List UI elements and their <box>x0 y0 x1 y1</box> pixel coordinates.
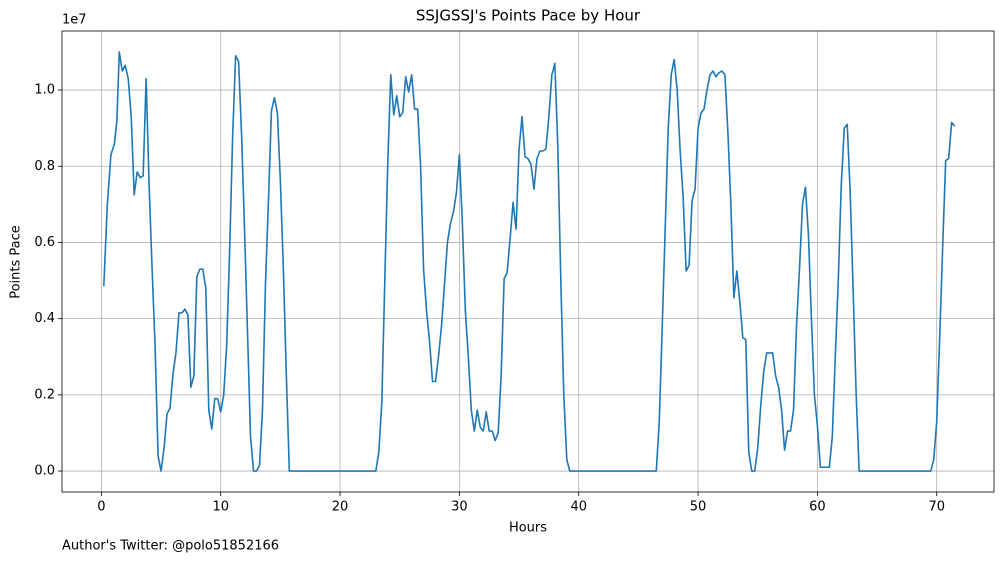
y-tick-label: 0.8 <box>34 159 55 174</box>
x-tick-label: 70 <box>928 500 945 515</box>
data-line <box>102 51 956 472</box>
chart-title: SSJGSSJ's Points Pace by Hour <box>416 7 641 25</box>
x-tick-label: 10 <box>212 500 229 515</box>
y-offset-label: 1e7 <box>62 13 87 28</box>
x-tick-label: 40 <box>570 500 587 515</box>
x-axis-label: Hours <box>509 521 547 536</box>
x-tick-label: 30 <box>451 500 468 515</box>
x-tick-label: 50 <box>690 500 707 515</box>
x-tick-label: 0 <box>97 500 105 515</box>
y-tick-label: 0.0 <box>34 464 55 479</box>
y-tick-label: 0.6 <box>34 235 55 250</box>
x-tick-label: 20 <box>332 500 349 515</box>
y-tick-label: 0.2 <box>34 387 55 402</box>
y-axis-label: Points Pace <box>9 225 24 299</box>
y-tick-label: 1.0 <box>34 83 55 98</box>
plot-frame <box>61 30 995 493</box>
y-tick-label: 0.4 <box>34 311 55 326</box>
footnote: Author's Twitter: @polo51852166 <box>62 539 279 554</box>
x-tick-label: 60 <box>809 500 826 515</box>
